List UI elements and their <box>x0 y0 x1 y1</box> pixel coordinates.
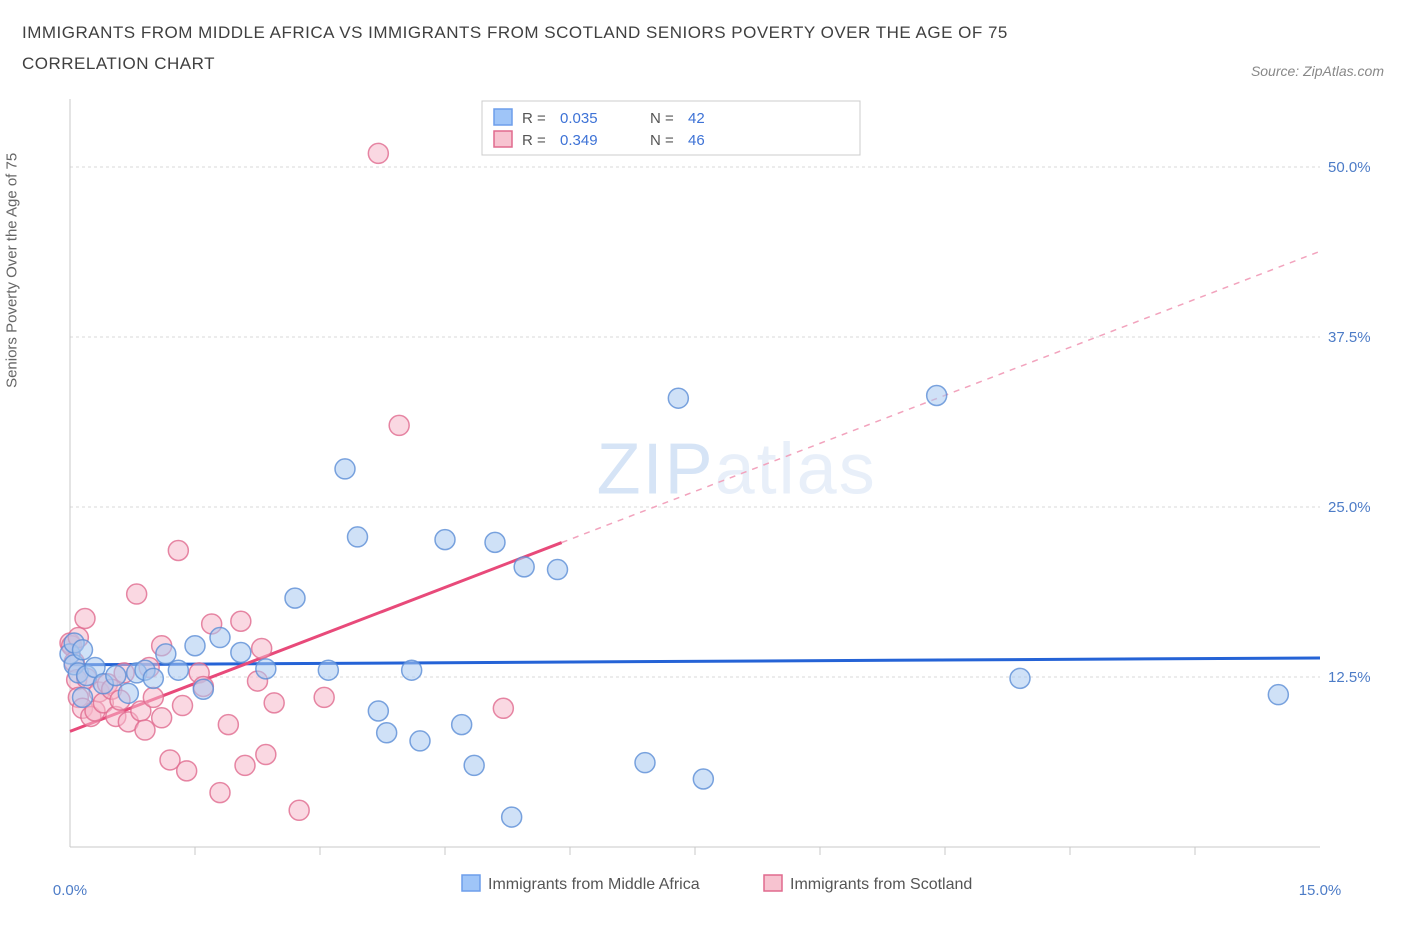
data-point-pink <box>173 696 193 716</box>
source-credit: Source: ZipAtlas.com <box>1251 63 1384 79</box>
data-point-blue <box>335 459 355 479</box>
y-tick-label: 12.5% <box>1328 669 1371 686</box>
legend-swatch-pink <box>764 875 782 891</box>
data-point-blue <box>231 643 251 663</box>
data-point-blue <box>156 644 176 664</box>
chart-header: IMMIGRANTS FROM MIDDLE AFRICA VS IMMIGRA… <box>22 18 1384 79</box>
data-point-blue <box>106 666 126 686</box>
legend-label: R = <box>522 132 546 149</box>
chart-title: IMMIGRANTS FROM MIDDLE AFRICA VS IMMIGRA… <box>22 18 1122 79</box>
data-point-blue <box>693 769 713 789</box>
data-point-pink <box>289 800 309 820</box>
data-point-pink <box>252 639 272 659</box>
data-point-pink <box>177 761 197 781</box>
legend-r-value: 0.349 <box>560 132 598 149</box>
legend-label: R = <box>522 110 546 127</box>
x-tick-label: 15.0% <box>1299 882 1342 899</box>
data-point-blue <box>635 753 655 773</box>
data-point-blue <box>485 533 505 553</box>
legend-series-label: Immigrants from Middle Africa <box>488 876 700 893</box>
y-tick-label: 37.5% <box>1328 329 1371 346</box>
data-point-pink <box>127 584 147 604</box>
data-point-blue <box>73 640 93 660</box>
x-tick-label: 0.0% <box>53 882 87 899</box>
data-point-blue <box>927 386 947 406</box>
data-point-pink <box>218 715 238 735</box>
legend-swatch-blue <box>462 875 480 891</box>
data-point-pink <box>210 783 230 803</box>
data-point-pink <box>143 688 163 708</box>
legend-n-value: 42 <box>688 110 705 127</box>
data-point-blue <box>502 807 522 827</box>
y-axis-label: Seniors Poverty Over the Age of 75 <box>4 153 21 388</box>
data-point-pink <box>231 611 251 631</box>
data-point-blue <box>73 688 93 708</box>
data-point-blue <box>210 628 230 648</box>
data-point-pink <box>235 756 255 776</box>
data-point-blue <box>464 756 484 776</box>
data-point-blue <box>548 560 568 580</box>
data-point-pink <box>314 688 334 708</box>
data-point-blue <box>118 684 138 704</box>
data-point-pink <box>368 144 388 164</box>
y-tick-label: 25.0% <box>1328 499 1371 516</box>
data-point-blue <box>435 530 455 550</box>
legend-r-value: 0.035 <box>560 110 598 127</box>
data-point-pink <box>168 541 188 561</box>
legend-label: N = <box>650 132 674 149</box>
data-point-blue <box>368 701 388 721</box>
data-point-pink <box>135 720 155 740</box>
data-point-blue <box>1268 685 1288 705</box>
data-point-blue <box>285 588 305 608</box>
data-point-blue <box>410 731 430 751</box>
data-point-blue <box>318 660 338 680</box>
data-point-blue <box>185 636 205 656</box>
legend-label: N = <box>650 110 674 127</box>
data-point-blue <box>193 679 213 699</box>
chart-container: Seniors Poverty Over the Age of 75 ZIPat… <box>22 87 1384 907</box>
data-point-blue <box>256 659 276 679</box>
data-point-blue <box>514 557 534 577</box>
data-point-blue <box>668 388 688 408</box>
data-point-blue <box>1010 669 1030 689</box>
legend-series-label: Immigrants from Scotland <box>790 876 972 893</box>
data-point-pink <box>389 416 409 436</box>
data-point-pink <box>152 708 172 728</box>
data-point-blue <box>377 723 397 743</box>
scatter-chart: ZIPatlas 50.0% 37.5% 25.0% 12.5% 0.0% 15.0% R =… <box>22 87 1384 907</box>
svg-text:ZIPatlas: ZIPatlas <box>597 430 877 510</box>
data-point-blue <box>348 527 368 547</box>
data-point-blue <box>143 669 163 689</box>
legend-n-value: 46 <box>688 132 705 149</box>
data-point-pink <box>264 693 284 713</box>
legend-swatch-blue <box>494 109 512 125</box>
data-point-blue <box>452 715 472 735</box>
data-point-blue <box>168 660 188 680</box>
y-tick-label: 50.0% <box>1328 159 1371 176</box>
data-point-pink <box>256 745 276 765</box>
data-point-pink <box>493 698 513 718</box>
data-point-blue <box>402 660 422 680</box>
legend-swatch-pink <box>494 131 512 147</box>
data-point-pink <box>75 609 95 629</box>
